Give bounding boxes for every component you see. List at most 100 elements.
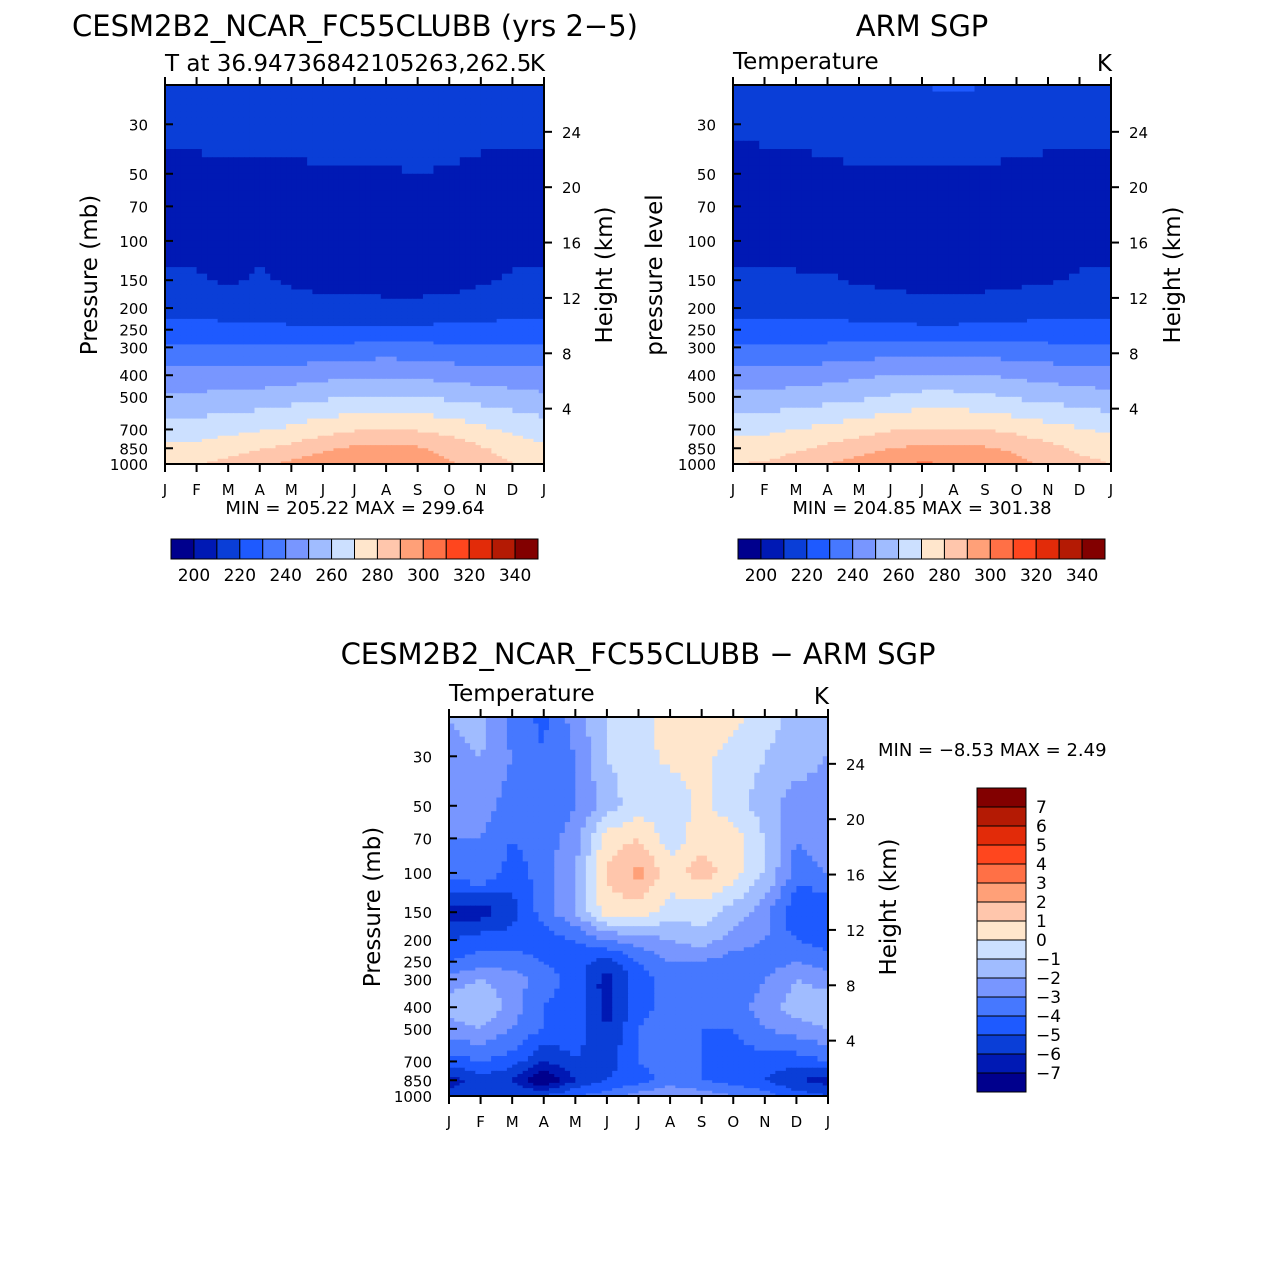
contour-cell <box>412 190 419 197</box>
contour-cell <box>191 206 198 213</box>
contour-cell <box>291 402 298 409</box>
contour-cell <box>438 352 445 358</box>
contour-cell <box>259 165 266 175</box>
contour-cell <box>401 298 408 305</box>
contour-cell <box>449 200 456 207</box>
contour-cell <box>201 413 208 420</box>
contour-cell <box>222 347 229 353</box>
contour-cell <box>286 254 292 262</box>
contour-cell <box>338 347 345 353</box>
contour-cell <box>512 352 519 358</box>
contour-cell <box>391 435 398 440</box>
contour-cell <box>233 260 240 268</box>
contour-cell <box>433 341 440 346</box>
contour-cell <box>496 267 503 275</box>
contour-cell <box>196 254 203 262</box>
contour-cell <box>201 303 208 309</box>
contour-cell <box>370 124 377 134</box>
contour-cell <box>233 273 240 281</box>
contour-cell <box>528 429 535 434</box>
contour-cell <box>486 407 492 414</box>
contour-cell <box>343 365 350 372</box>
contour-cell <box>496 124 503 134</box>
contour-cell <box>207 184 213 191</box>
contour-cell <box>417 173 424 180</box>
contour-cell <box>449 179 456 186</box>
contour-cell <box>459 356 466 362</box>
contour-cell <box>349 370 356 376</box>
contour-cell <box>538 149 545 158</box>
contour-cell <box>517 361 524 367</box>
contour-cell <box>538 98 545 106</box>
contour-cell <box>322 200 329 207</box>
contour-cell <box>238 124 245 134</box>
contour-cell <box>186 195 192 202</box>
contour-cell <box>396 104 403 112</box>
contour-cell <box>275 375 282 380</box>
contour-cell <box>170 104 177 112</box>
contour-cell <box>396 124 403 134</box>
contour-cell <box>496 335 503 340</box>
contour-cell <box>401 407 408 414</box>
contour-cell <box>412 432 419 437</box>
contour-cell <box>333 356 340 362</box>
contour-cell <box>349 229 356 236</box>
contour-cell <box>501 315 508 320</box>
contour-cell <box>249 289 256 295</box>
contour-cell <box>486 117 492 125</box>
contour-cell <box>459 190 466 197</box>
contour-cell <box>212 235 219 242</box>
contour-cell <box>201 206 208 213</box>
contour-cell <box>212 438 219 443</box>
contour-cell <box>433 311 440 316</box>
contour-cell <box>317 378 324 384</box>
contour-cell <box>170 332 177 337</box>
contour-cell <box>359 254 366 262</box>
contour-cell <box>217 254 224 262</box>
contour-cell <box>201 240 208 249</box>
contour-cell <box>175 402 182 409</box>
contour-cell <box>312 386 319 391</box>
contour-cell <box>212 195 219 202</box>
contour-cell <box>233 347 240 353</box>
contour-cell <box>322 318 329 324</box>
contour-cell <box>243 284 250 291</box>
contour-cell <box>428 247 435 255</box>
contour-cell <box>322 157 329 167</box>
contour-cell <box>433 347 440 353</box>
contour-cell <box>512 195 519 202</box>
contour-cell <box>433 179 440 186</box>
contour-cell <box>533 173 540 180</box>
contour-cell <box>286 124 292 134</box>
contour-cell <box>438 289 445 295</box>
contour-cell <box>175 432 182 437</box>
contour-cell <box>312 424 319 431</box>
contour-cell <box>407 365 413 372</box>
contour-cell <box>512 206 519 213</box>
contour-cell <box>196 352 203 358</box>
contour-cell <box>322 298 329 305</box>
contour-cell <box>396 432 403 437</box>
contour-cell <box>349 315 356 320</box>
contour-cell <box>180 389 187 394</box>
contour-cell <box>449 356 456 362</box>
contour-cell <box>312 247 319 255</box>
contour-cell <box>307 111 313 119</box>
contour-cell <box>249 329 256 334</box>
contour-cell <box>386 432 392 437</box>
contour-cell <box>249 402 256 409</box>
contour-cell <box>407 352 413 358</box>
contour-cell <box>207 267 213 275</box>
contour-cell <box>328 195 335 202</box>
contour-cell <box>275 352 282 358</box>
contour-cell <box>196 223 203 231</box>
contour-cell <box>322 140 329 150</box>
contour-cell <box>222 284 229 291</box>
contour-cell <box>370 223 377 231</box>
contour-cell <box>217 132 224 142</box>
contour-cell <box>238 352 245 358</box>
contour-cell <box>191 370 198 376</box>
contour-cell <box>312 85 319 93</box>
contour-cell <box>517 424 524 431</box>
contour-cell <box>386 318 392 324</box>
